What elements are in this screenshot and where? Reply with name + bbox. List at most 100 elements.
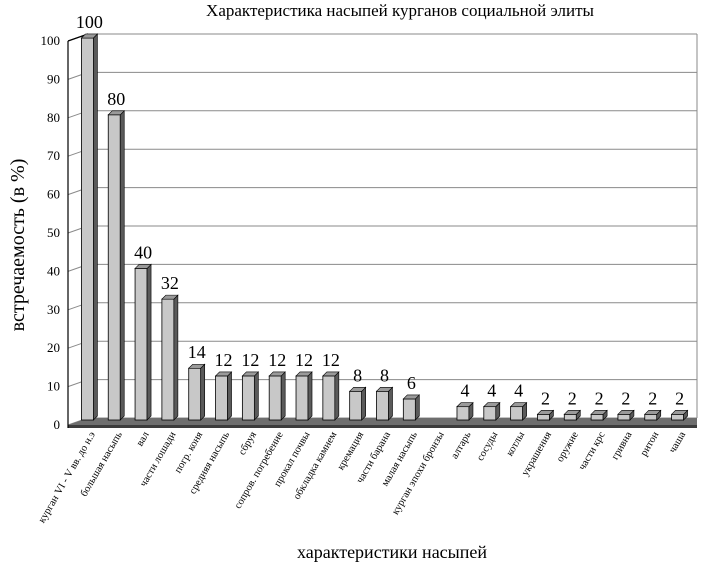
- bar: [563, 413, 577, 421]
- data-label: 2: [541, 388, 550, 408]
- category-label: сосуды: [475, 430, 500, 463]
- data-label: 2: [621, 388, 630, 408]
- bar-side: [307, 371, 313, 421]
- bars: [80, 33, 689, 421]
- bar-side: [254, 371, 259, 421]
- bar: [107, 114, 121, 421]
- bar-top: [375, 386, 394, 392]
- bar-top: [456, 402, 474, 407]
- bar: [161, 298, 175, 421]
- category-label: чаша: [667, 430, 688, 455]
- y-tick-label: 50: [47, 225, 60, 240]
- category-label: оружие: [555, 430, 581, 464]
- bar-side: [361, 386, 366, 421]
- bar-top: [590, 410, 608, 415]
- data-label: 8: [380, 365, 389, 385]
- bar: [322, 375, 336, 421]
- bar: [671, 413, 684, 421]
- data-label: 8: [353, 365, 362, 385]
- data-label: 2: [595, 388, 604, 408]
- data-label: 12: [295, 350, 313, 370]
- bar-top: [644, 410, 662, 415]
- bar: [295, 375, 309, 421]
- data-label: 100: [76, 12, 103, 32]
- bar-side: [119, 110, 125, 421]
- category-label: вал: [135, 430, 152, 448]
- y-tick-label: 0: [54, 417, 61, 432]
- bar-top: [348, 386, 367, 392]
- category-label: ритон: [639, 430, 662, 459]
- data-label: 80: [107, 89, 125, 109]
- data-label: 12: [322, 350, 340, 370]
- bar: [456, 406, 470, 421]
- bar-top: [80, 33, 99, 39]
- bar: [215, 375, 228, 421]
- category-label: сбруя: [237, 430, 259, 457]
- bar: [81, 37, 94, 421]
- y-tick-label: 100: [41, 33, 61, 48]
- data-label: 4: [514, 381, 523, 401]
- bar-top: [322, 371, 340, 377]
- bar-top: [241, 371, 260, 377]
- bar-top: [214, 371, 233, 377]
- data-label: 2: [648, 388, 657, 408]
- bar-top: [161, 294, 179, 300]
- bar-side: [388, 386, 393, 421]
- data-label: 32: [161, 273, 179, 293]
- y-tick-label: 70: [47, 148, 60, 163]
- bar: [376, 390, 389, 421]
- data-label: 40: [134, 242, 152, 262]
- bar: [644, 413, 658, 421]
- data-label: 12: [268, 350, 286, 370]
- bar-top: [268, 371, 286, 377]
- bar: [349, 390, 363, 421]
- bar-side: [227, 371, 232, 421]
- y-tick-label: 40: [47, 263, 60, 278]
- bar: [617, 413, 631, 421]
- bar: [537, 413, 550, 421]
- x-axis-label: характеристики насыпей: [297, 542, 487, 562]
- bar: [134, 267, 148, 421]
- data-label: 4: [460, 381, 469, 401]
- bar-side: [93, 33, 98, 421]
- data-label: 6: [407, 373, 416, 393]
- y-tick-label: 80: [47, 110, 60, 125]
- bar-side: [280, 371, 286, 421]
- data-label: 14: [188, 342, 206, 362]
- category-label: котлы: [505, 430, 528, 458]
- bar-top: [670, 410, 689, 415]
- data-label: 2: [568, 388, 577, 408]
- floor-edge: [68, 425, 697, 428]
- bar-top: [483, 402, 501, 407]
- bar-side: [173, 294, 179, 421]
- bar-top: [509, 402, 528, 407]
- y-tick-label: 20: [47, 340, 60, 355]
- bar: [402, 398, 416, 421]
- bar: [188, 367, 202, 421]
- y-tick-label: 10: [47, 379, 60, 394]
- bar: [510, 406, 524, 421]
- bar-top: [134, 264, 152, 269]
- data-label: 12: [215, 350, 233, 370]
- bar-top: [187, 363, 206, 369]
- y-tick-label: 30: [47, 302, 60, 317]
- category-label: алтарь: [449, 430, 473, 461]
- bar: [268, 375, 282, 421]
- bar-side: [146, 263, 152, 421]
- bar-side: [334, 371, 340, 421]
- bar: [590, 413, 604, 421]
- bar-side: [200, 363, 206, 421]
- data-label: 4: [487, 381, 496, 401]
- category-label: сопров. погребение: [233, 430, 286, 511]
- gridlines: 0 10 20 30 40 50 60 70 80 90 100: [41, 33, 698, 432]
- y-tick-label: 90: [47, 71, 60, 86]
- chart-title: Характеристика насыпей курганов социальн…: [206, 1, 594, 20]
- y-tick-label: 60: [47, 187, 60, 202]
- category-label: гривна: [610, 430, 635, 462]
- data-label: 2: [675, 388, 684, 408]
- bar-top: [617, 410, 635, 415]
- bar: [241, 375, 255, 421]
- bar-top: [295, 371, 313, 377]
